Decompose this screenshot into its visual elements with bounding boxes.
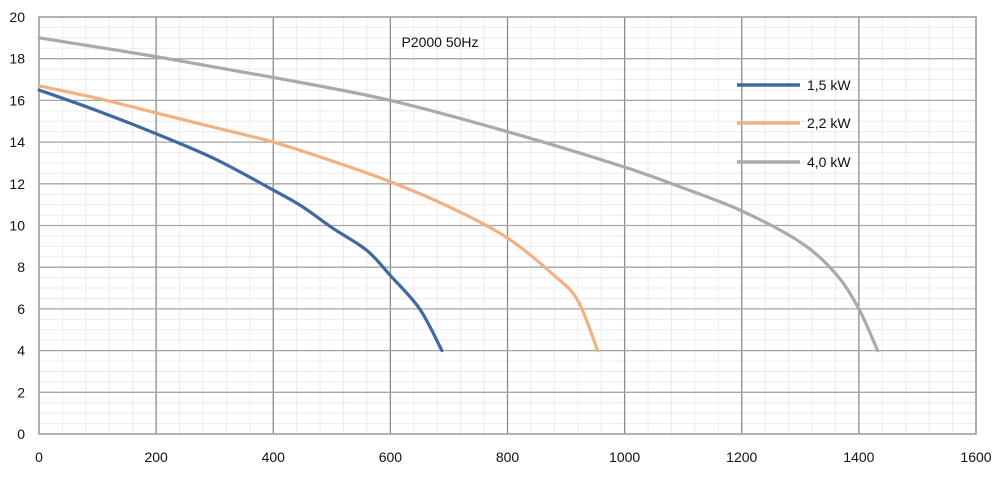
y-tick-label: 18 <box>9 51 25 67</box>
x-tick-label: 400 <box>262 449 286 465</box>
y-tick-label: 0 <box>17 426 25 442</box>
y-tick-label: 8 <box>17 259 25 275</box>
y-tick-label: 12 <box>9 176 25 192</box>
legend: 1,5 kW 2,2 kW 4,0 kW <box>737 77 851 170</box>
y-tick-label: 6 <box>17 301 25 317</box>
y-tick-label: 14 <box>9 134 25 150</box>
x-tick-label: 1200 <box>726 449 757 465</box>
y-tick-label: 20 <box>9 9 25 25</box>
y-tick-label: 2 <box>17 384 25 400</box>
y-tick-label: 10 <box>9 218 25 234</box>
series-lines <box>37 36 880 353</box>
series-line <box>37 88 444 353</box>
x-axis-ticks: 0 200 400 600 800 1000 1200 1400 1600 <box>35 449 992 465</box>
y-tick-label: 16 <box>9 92 25 108</box>
x-tick-label: 200 <box>144 449 168 465</box>
y-tick-label: 4 <box>17 343 25 359</box>
plot-area <box>38 16 977 435</box>
series-line <box>37 36 880 353</box>
chart-title: P2000 50Hz <box>401 34 478 50</box>
x-tick-label: 600 <box>379 449 403 465</box>
series-line <box>37 84 600 353</box>
legend-label: 2,2 kW <box>807 115 851 131</box>
x-tick-label: 1000 <box>609 449 640 465</box>
x-tick-label: 800 <box>496 449 520 465</box>
legend-label: 1,5 kW <box>807 77 851 93</box>
x-tick-label: 0 <box>35 449 43 465</box>
y-axis-ticks: 0 2 4 6 8 10 12 14 16 18 20 <box>9 9 25 442</box>
x-tick-label: 1600 <box>960 449 991 465</box>
x-tick-label: 1400 <box>843 449 874 465</box>
legend-label: 4,0 kW <box>807 154 851 170</box>
